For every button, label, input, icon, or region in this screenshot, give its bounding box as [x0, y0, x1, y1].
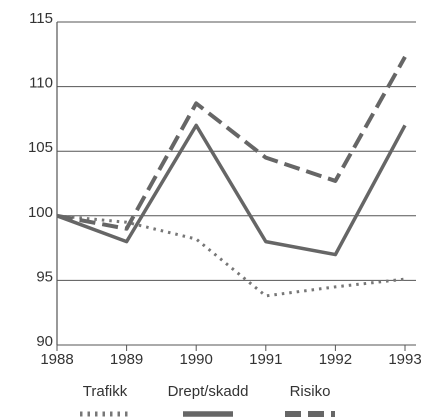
series-line	[56, 55, 407, 231]
legend-label: Drept/skadd	[168, 383, 249, 400]
y-tick-label: 95	[36, 268, 53, 285]
series-line	[56, 123, 407, 257]
y-tick-label: 105	[28, 139, 53, 156]
y-tick-label: 100	[28, 204, 53, 221]
legend-label: Trafikk	[83, 383, 128, 400]
x-tick-label: 1992	[319, 351, 352, 368]
series-line	[56, 214, 406, 298]
y-tick-label: 115	[29, 10, 53, 27]
y-tick-label: 110	[29, 75, 53, 92]
y-tick-label: 90	[36, 333, 53, 350]
x-tick-label: 1988	[40, 351, 73, 368]
legend-label: Risiko	[290, 383, 331, 400]
x-tick-label: 1993	[388, 351, 421, 368]
x-tick-label: 1989	[110, 351, 143, 368]
x-tick-label: 1991	[249, 351, 282, 368]
x-tick-label: 1990	[180, 351, 213, 368]
